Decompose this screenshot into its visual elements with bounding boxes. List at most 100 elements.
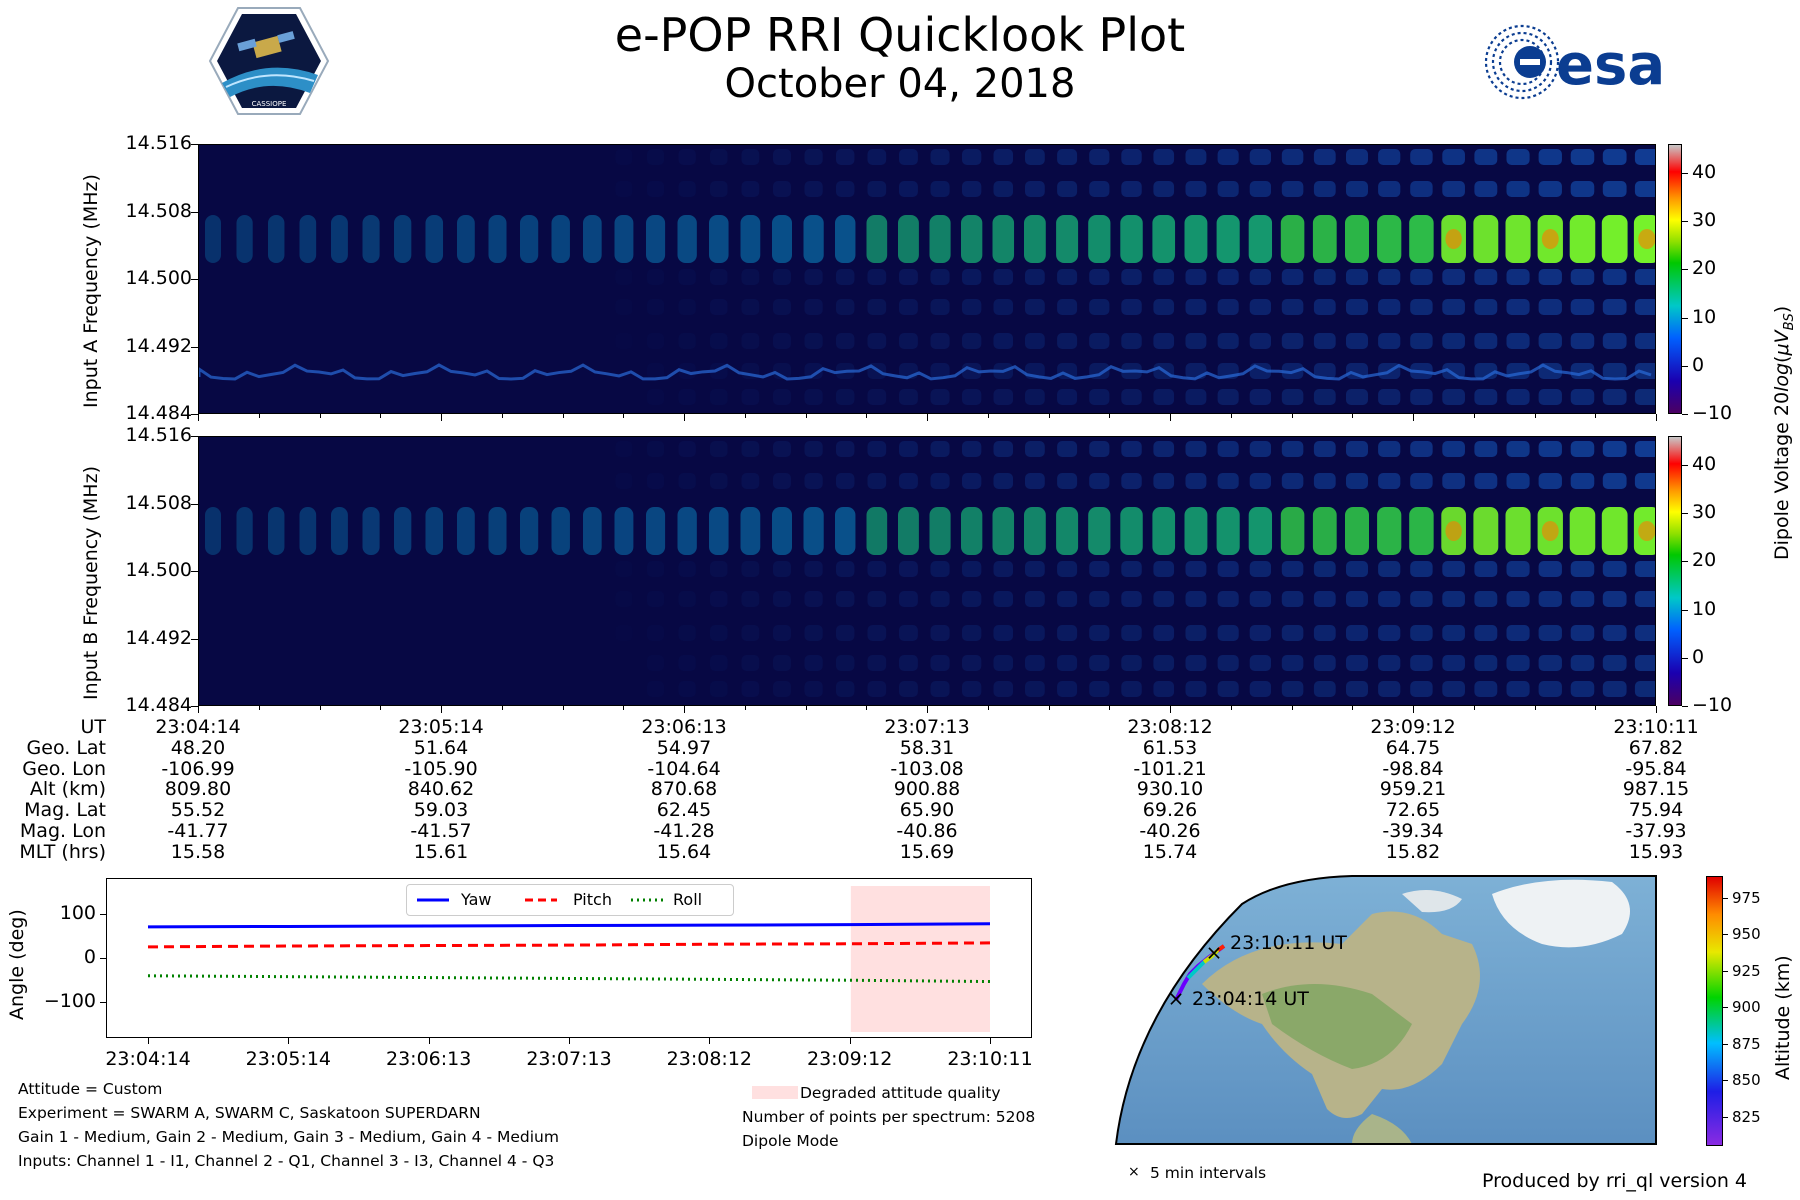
spectrum-harmonic [1313,363,1336,379]
spectrum-harmonic [710,625,728,641]
spectrum-harmonic [993,333,1014,349]
spectrum-burst [583,215,602,263]
spectrum-harmonic [1057,333,1078,349]
spectrum-burst [488,507,507,555]
spectrum-harmonic [930,269,950,285]
spectrum-harmonic [1089,473,1110,489]
spectrum-harmonic [1634,269,1655,285]
spectrum-harmonic [899,441,918,457]
spectrum-burst [740,507,761,555]
spectrum-harmonic [647,299,664,315]
colorbar-tick-label: 30 [1692,209,1717,232]
spectrogram-input-a [198,144,1656,414]
spectrum-harmonic [804,269,823,285]
spectrum-harmonic [1249,181,1272,197]
spectrum-harmonic [647,333,664,349]
xtick-mark [1413,706,1414,713]
xtick-mark [1352,706,1354,710]
degraded-legend-swatch [752,1086,798,1099]
spectrum-harmonic [1602,441,1627,457]
spectrum-harmonic [1153,625,1175,641]
spectrum-burst [1056,215,1079,263]
spectrum-harmonic [1025,149,1045,165]
spectrum-harmonic [1057,441,1078,457]
spectrum-burst [1345,215,1369,263]
spectrum-harmonic [1217,625,1239,641]
spectrum-harmonic [1602,389,1627,405]
spectrum-harmonic [1602,333,1627,349]
spectrum-harmonic [1506,333,1530,349]
spectrum-harmonic [1634,333,1655,349]
spectrum-harmonic [1185,389,1207,405]
ephemeris-cell: -98.84 [1382,757,1444,780]
spectrum-harmonic [993,473,1014,489]
ytick-label: 14.500 [125,559,192,581]
attitude-xtick-mark [849,1038,851,1044]
spectrum-harmonic [710,681,728,697]
ytick-mark [191,638,198,640]
spectrum-harmonic [1474,299,1498,315]
spectrum-burst [551,215,570,263]
spectrum-harmonic [1346,625,1368,641]
ytick-mark [191,436,198,437]
spectrum-harmonic [1089,441,1110,457]
spectrum-harmonic [1602,591,1627,607]
spectrum-burst [1569,507,1596,555]
info-line: Attitude = Custom [18,1080,163,1098]
spectrum-burst [331,507,348,555]
spectrum-harmonic [1121,591,1142,607]
spectrum-harmonic [899,625,918,641]
spectrum-harmonic [773,299,791,315]
spectrum-burst [457,215,475,263]
spectrum-harmonic [1474,181,1498,197]
xtick-mark [987,414,989,418]
info-line: Experiment = SWARM A, SWARM C, Saskatoon… [18,1104,481,1122]
ephemeris-row-label: Alt (km) [29,778,106,801]
spectrum-harmonic [1570,149,1595,165]
spectrum-harmonic [899,269,918,285]
degraded-interval [850,886,946,1032]
spectrum-burst [1056,507,1079,555]
spectrum-harmonic [1506,441,1530,457]
spectrum-harmonic [1442,473,1465,489]
xtick-mark [1109,414,1111,418]
spectrum-harmonic [773,591,791,607]
map-end-label: 23:10:11 UT [1230,932,1347,954]
spectrum-burst [1184,507,1208,555]
spectrum-harmonic [962,473,982,489]
map-end-marker: × [1206,941,1223,965]
xtick-mark [441,414,442,421]
spectrum-harmonic [1313,149,1336,165]
xtick-mark [1534,706,1536,710]
spectrum-harmonic [1346,655,1368,671]
spectrum-harmonic [1185,625,1207,641]
spectrum-harmonic [1506,591,1530,607]
spectrum-burst [1216,215,1240,263]
spectrum-harmonic [1217,561,1239,577]
spectrum-harmonic [1474,333,1498,349]
spectrum-harmonic [962,561,982,577]
spectrum-harmonic [1442,389,1465,405]
ephemeris-cell: -40.26 [1139,820,1201,842]
attitude-ytick-mark [100,1002,106,1004]
ephemeris-row-label: Geo. Lat [26,736,106,759]
spectrum-harmonic [710,473,728,489]
spectrum-harmonic [1281,655,1304,671]
spectrum-harmonic [1378,149,1401,165]
xtick-mark [866,414,868,418]
spectrum-burst [394,215,412,263]
colorbar-tick-label: 10 [1692,305,1717,328]
spectrum-harmonic [1217,389,1239,405]
altitude-tick-mark [1723,1080,1728,1082]
spectrum-harmonic [647,625,664,641]
xtick-mark [1473,706,1475,710]
altitude-colorbar-label: Altitude (km) [1772,955,1794,1080]
spectrum-burst [1312,507,1337,555]
spectrum-harmonic [1057,149,1078,165]
spectrum-harmonic [1249,389,1272,405]
spectrum-harmonic [1602,363,1627,379]
colorbar-tick-mark [1682,365,1688,367]
xtick-mark [319,414,321,418]
ytick-mark [191,279,198,280]
spectrum-harmonic [962,591,982,607]
